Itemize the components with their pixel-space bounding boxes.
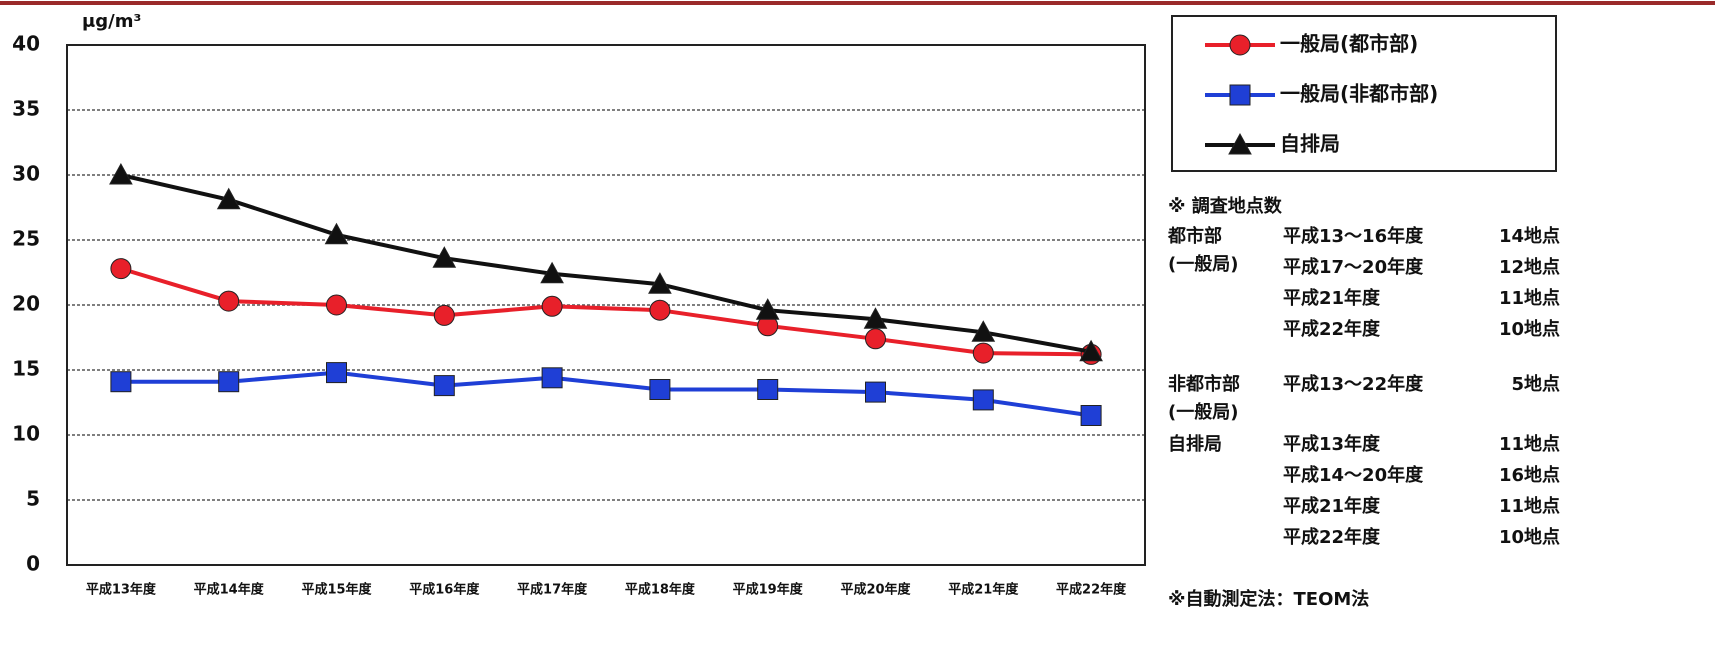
notes-period: 平成21年度 xyxy=(1283,495,1381,517)
notes-count: 14地点 xyxy=(1499,225,1560,247)
x-tick-label: 平成20年度 xyxy=(840,582,911,598)
legend-label: 一般局(非都市部) xyxy=(1280,82,1438,106)
data-point xyxy=(863,307,888,329)
notes-group-label: 都市部 xyxy=(1167,225,1222,247)
notes-group-label: 自排局 xyxy=(1168,433,1222,455)
data-point xyxy=(865,328,886,350)
x-tick-label: 平成22年度 xyxy=(1056,582,1127,598)
y-tick-label: 15 xyxy=(12,357,40,381)
data-point xyxy=(972,389,994,411)
notes-title: ※ 調査地点数 xyxy=(1168,195,1283,217)
data-point xyxy=(218,371,240,393)
series-line xyxy=(120,173,1092,354)
y-tick-label: 35 xyxy=(12,97,40,121)
data-point xyxy=(326,362,347,384)
x-tick-label: 平成13年度 xyxy=(86,582,157,598)
data-point xyxy=(216,187,241,210)
data-point xyxy=(971,320,996,342)
data-point xyxy=(432,246,457,268)
y-tick-label: 5 xyxy=(26,487,40,511)
notes-count: 11地点 xyxy=(1499,495,1560,517)
data-point xyxy=(110,258,132,280)
x-tick-label: 平成17年度 xyxy=(517,582,588,598)
notes-group-label: (一般局) xyxy=(1168,401,1238,423)
data-point xyxy=(865,381,886,403)
data-point xyxy=(541,295,563,317)
legend-label: 自排局 xyxy=(1280,132,1340,156)
notes-period: 平成22年度 xyxy=(1283,318,1381,340)
notes-period: 平成22年度 xyxy=(1283,526,1381,548)
notes-period: 平成17～20年度 xyxy=(1283,256,1424,278)
data-point xyxy=(541,367,563,389)
data-point xyxy=(218,290,240,312)
legend-label: 一般局(都市部) xyxy=(1280,32,1418,56)
x-tick-label: 平成16年度 xyxy=(409,582,480,598)
notes-count: 10地点 xyxy=(1499,526,1560,548)
y-tick-label: 20 xyxy=(12,292,40,316)
notes-count: 11地点 xyxy=(1499,287,1560,309)
x-tick-label: 平成18年度 xyxy=(625,582,696,598)
data-point xyxy=(1079,339,1103,362)
notes-count: 10地点 xyxy=(1499,318,1560,340)
y-tick-label: 0 xyxy=(26,552,40,576)
data-point xyxy=(110,371,132,393)
x-tick-label: 平成15年度 xyxy=(301,582,372,598)
notes-count: 12地点 xyxy=(1499,256,1560,278)
legend-box xyxy=(1171,15,1557,172)
data-point xyxy=(433,304,455,326)
data-point xyxy=(649,379,671,400)
notes-period: 平成13年度 xyxy=(1283,433,1381,455)
notes-count: 11地点 xyxy=(1499,433,1560,455)
data-point xyxy=(109,162,133,185)
notes-period: 平成13～22年度 xyxy=(1283,373,1424,395)
notes-group-label: 非都市部 xyxy=(1168,373,1240,395)
notes-count: 5地点 xyxy=(1511,373,1560,395)
y-tick-label: 25 xyxy=(12,227,40,251)
notes-period: 平成13～16年度 xyxy=(1283,225,1424,247)
series-line xyxy=(120,266,1092,357)
data-point xyxy=(755,298,780,320)
notes-count: 16地点 xyxy=(1499,464,1560,486)
data-point xyxy=(1080,405,1102,426)
data-point xyxy=(757,379,779,400)
y-unit: μg/m³ xyxy=(82,11,141,32)
data-point xyxy=(649,299,671,321)
data-point xyxy=(326,294,347,316)
y-tick-label: 40 xyxy=(12,32,40,56)
data-point xyxy=(648,272,672,294)
legend-marker xyxy=(1229,34,1251,56)
y-tick-label: 10 xyxy=(12,422,40,446)
x-tick-label: 平成19年度 xyxy=(733,582,804,598)
x-tick-label: 平成21年度 xyxy=(948,582,1019,598)
data-point xyxy=(324,222,349,245)
plot-frame xyxy=(66,44,1146,566)
data-point xyxy=(972,342,994,364)
y-tick-label: 30 xyxy=(12,162,40,186)
legend-marker xyxy=(1228,132,1252,155)
legend-marker xyxy=(1229,84,1251,106)
notes-period: 平成14～20年度 xyxy=(1283,464,1424,486)
x-tick-label: 平成14年度 xyxy=(194,582,265,598)
series-line xyxy=(120,370,1092,418)
notes-footer: ※自動測定法：TEOM法 xyxy=(1168,588,1369,610)
notes-period: 平成21年度 xyxy=(1283,287,1381,309)
data-point xyxy=(433,375,455,397)
notes-group-label: (一般局) xyxy=(1168,253,1238,275)
data-point xyxy=(540,261,564,284)
